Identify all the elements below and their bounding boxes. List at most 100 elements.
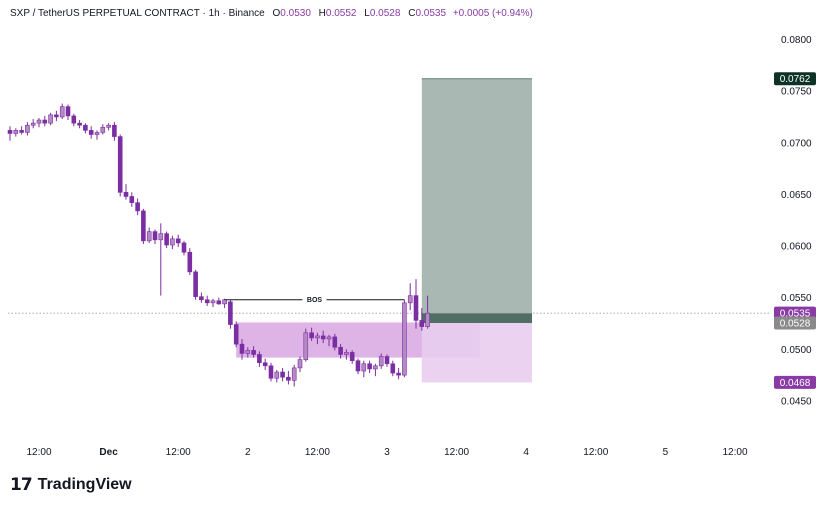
time-tick-label: Dec — [99, 447, 118, 458]
candle-body — [71, 115, 77, 124]
candle-body — [384, 356, 390, 365]
candle-body — [338, 346, 343, 355]
candle-body — [100, 126, 106, 133]
candle-body — [216, 300, 222, 305]
loss-zone — [421, 322, 532, 383]
time-tick-label: 12:00 — [722, 447, 747, 458]
candle-body — [251, 350, 256, 355]
candle-body — [25, 124, 30, 133]
price-tick-label: 0.0600 — [781, 242, 812, 253]
tradingview-brand[interactable]: 17 TradingView — [10, 475, 132, 495]
candle-body — [54, 114, 59, 118]
price-tick-label: 0.0750 — [781, 87, 812, 98]
candle-body — [228, 301, 233, 325]
price-tag — [774, 375, 816, 389]
candle-body — [175, 238, 181, 244]
price-tag-label: 0.0528 — [780, 318, 811, 329]
candle-body — [141, 210, 146, 242]
candle-body — [326, 336, 332, 340]
zones-layer — [236, 78, 532, 383]
candle-body — [233, 324, 239, 345]
candle-body — [94, 132, 100, 135]
candle-body — [112, 124, 117, 137]
candle-body — [158, 233, 164, 241]
candle-body — [7, 130, 13, 134]
low-value: 0.0528 — [369, 8, 401, 19]
open-value: 0.0530 — [280, 8, 311, 19]
candle-body — [262, 362, 268, 367]
candle-body — [373, 365, 378, 370]
candle-body — [425, 312, 430, 327]
time-tick-label: 3 — [384, 447, 390, 458]
candle-body — [146, 231, 152, 242]
candle-body — [199, 296, 204, 301]
time-tick-label: 5 — [663, 447, 669, 458]
candle-body — [402, 302, 407, 376]
price-tag — [774, 316, 816, 330]
candle-body — [361, 363, 367, 372]
time-tick-label: 12:00 — [583, 447, 608, 458]
candle-body — [13, 130, 19, 134]
price-tick-label: 0.0500 — [781, 345, 812, 356]
close-value: 0.0535 — [415, 8, 447, 19]
candle-body — [320, 335, 326, 340]
candle-body — [59, 106, 65, 118]
candle-body — [239, 343, 245, 354]
bos-label: BOS — [307, 297, 323, 304]
price-tick-label: 0.0450 — [781, 396, 812, 407]
candle-body — [280, 371, 285, 378]
open-label: O — [272, 8, 281, 19]
bos-label-bg — [302, 294, 327, 304]
price-tag-label: 0.0535 — [780, 309, 811, 320]
price-axis: 0.0450 0.0500 0.0550 0.0600 0.0650 0.0700 0.07… — [781, 35, 812, 407]
candle-body — [344, 352, 349, 355]
time-tick-label: 12:00 — [166, 447, 191, 458]
candle-body — [378, 356, 384, 367]
price-tick-label: 0.0650 — [781, 190, 812, 201]
candle-body — [123, 192, 129, 197]
time-tick-label: 12:00 — [26, 447, 51, 458]
annotations-layer: BOS — [224, 294, 405, 304]
candle-body — [30, 122, 36, 126]
candle-body — [117, 136, 123, 193]
candle-body — [83, 124, 88, 131]
time-tick-label: 12:00 — [305, 447, 330, 458]
candle-body — [291, 367, 297, 381]
symbol-title: SXP / TetherUS PERPETUAL CONTRACT · 1h ·… — [10, 8, 265, 19]
candle-body — [42, 119, 48, 124]
candle-body — [170, 238, 175, 246]
tradingview-logo-icon: 17 — [10, 475, 33, 495]
candle-body — [297, 359, 303, 369]
candle-body — [367, 363, 372, 370]
candle-body — [396, 372, 401, 376]
price-tag — [774, 72, 816, 86]
candle-body — [164, 233, 169, 246]
close-label: C — [408, 8, 416, 19]
candle-body — [222, 299, 227, 305]
price-tag — [774, 306, 816, 320]
profit-zone — [421, 78, 532, 314]
time-tick-label: 4 — [523, 447, 529, 458]
change-value: +0.0005 (+0.94%) — [452, 8, 533, 19]
candle-body — [257, 354, 262, 364]
candle-body — [19, 130, 24, 133]
candle-body — [65, 106, 71, 117]
price-tag-label: 0.0762 — [780, 74, 811, 85]
brand-name: TradingView — [37, 476, 132, 493]
time-axis: 12:00 Dec 12:00 2 12:00 3 12:00 4 12:00 5 12:00 — [26, 447, 747, 458]
candle-body — [274, 371, 280, 379]
candle-body — [419, 320, 425, 327]
candle-body — [355, 360, 361, 372]
candle-body — [193, 271, 198, 297]
candle-body — [268, 365, 274, 379]
candle-body — [413, 295, 419, 321]
candle-body — [106, 124, 111, 128]
candle-body — [210, 300, 216, 304]
time-tick-label: 2 — [245, 447, 251, 458]
price-tag-label: 0.0468 — [780, 378, 811, 389]
candle-body — [129, 196, 135, 203]
candle-body — [303, 332, 309, 360]
candle-body — [407, 295, 413, 304]
chart-legend: SXP / TetherUS PERPETUAL CONTRACT · 1h ·… — [10, 8, 533, 19]
